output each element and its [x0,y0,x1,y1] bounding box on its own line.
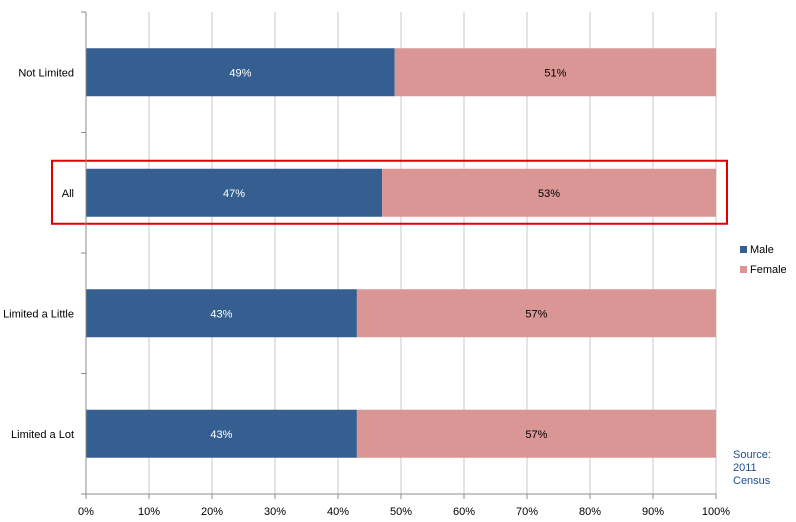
bar-female [382,168,716,217]
data-label: 57% [525,308,547,320]
axes: 0% 10% 20% 30% 40% 50% 60% 70% 80% 90% 100% Not Lim… [3,11,730,518]
bar-female [356,289,716,338]
bar-female [394,48,716,97]
category-label: All [62,188,74,200]
legend-swatch [740,266,747,273]
data-label: 53% [538,188,560,200]
source-line: Census [733,475,771,487]
x-tick-label: 10% [138,506,160,518]
x-tick-label: 70% [516,506,538,518]
data-label: 49% [229,67,251,79]
bar-male [86,289,357,338]
x-tick-label: 100% [702,506,730,518]
legend-label: Male [750,244,774,256]
x-tick-label: 50% [390,506,412,518]
data-label: 47% [223,188,245,200]
bar-male [86,409,357,458]
x-tick-label: 90% [642,506,664,518]
data-label: 43% [210,308,232,320]
source-line: 2011 [733,462,757,474]
data-label: 43% [210,429,232,441]
category-label: Limited a Little [3,308,74,320]
source-line: Source: [733,449,771,461]
x-tick-label: 80% [579,506,601,518]
bar-female [356,409,716,458]
source-note: Source: 2011 Census [733,449,771,488]
category-label: Not Limited [18,67,74,79]
x-tick-label: 40% [327,506,349,518]
bars: 49% 51% 47% 53% 43% 57% 43% 57% [51,48,728,458]
bar-male [86,48,395,97]
legend: Male Female [740,244,787,276]
x-tick-label: 30% [264,506,286,518]
x-tick-label: 0% [78,506,94,518]
highlight-box [51,159,728,225]
category-label: Limited a Lot [11,429,74,441]
data-label: 51% [544,67,566,79]
legend-label: Female [750,264,787,276]
bar-male [86,168,383,217]
legend-swatch [740,246,747,253]
x-tick-label: 60% [453,506,475,518]
x-tick-label: 20% [201,506,223,518]
data-label: 57% [525,429,547,441]
